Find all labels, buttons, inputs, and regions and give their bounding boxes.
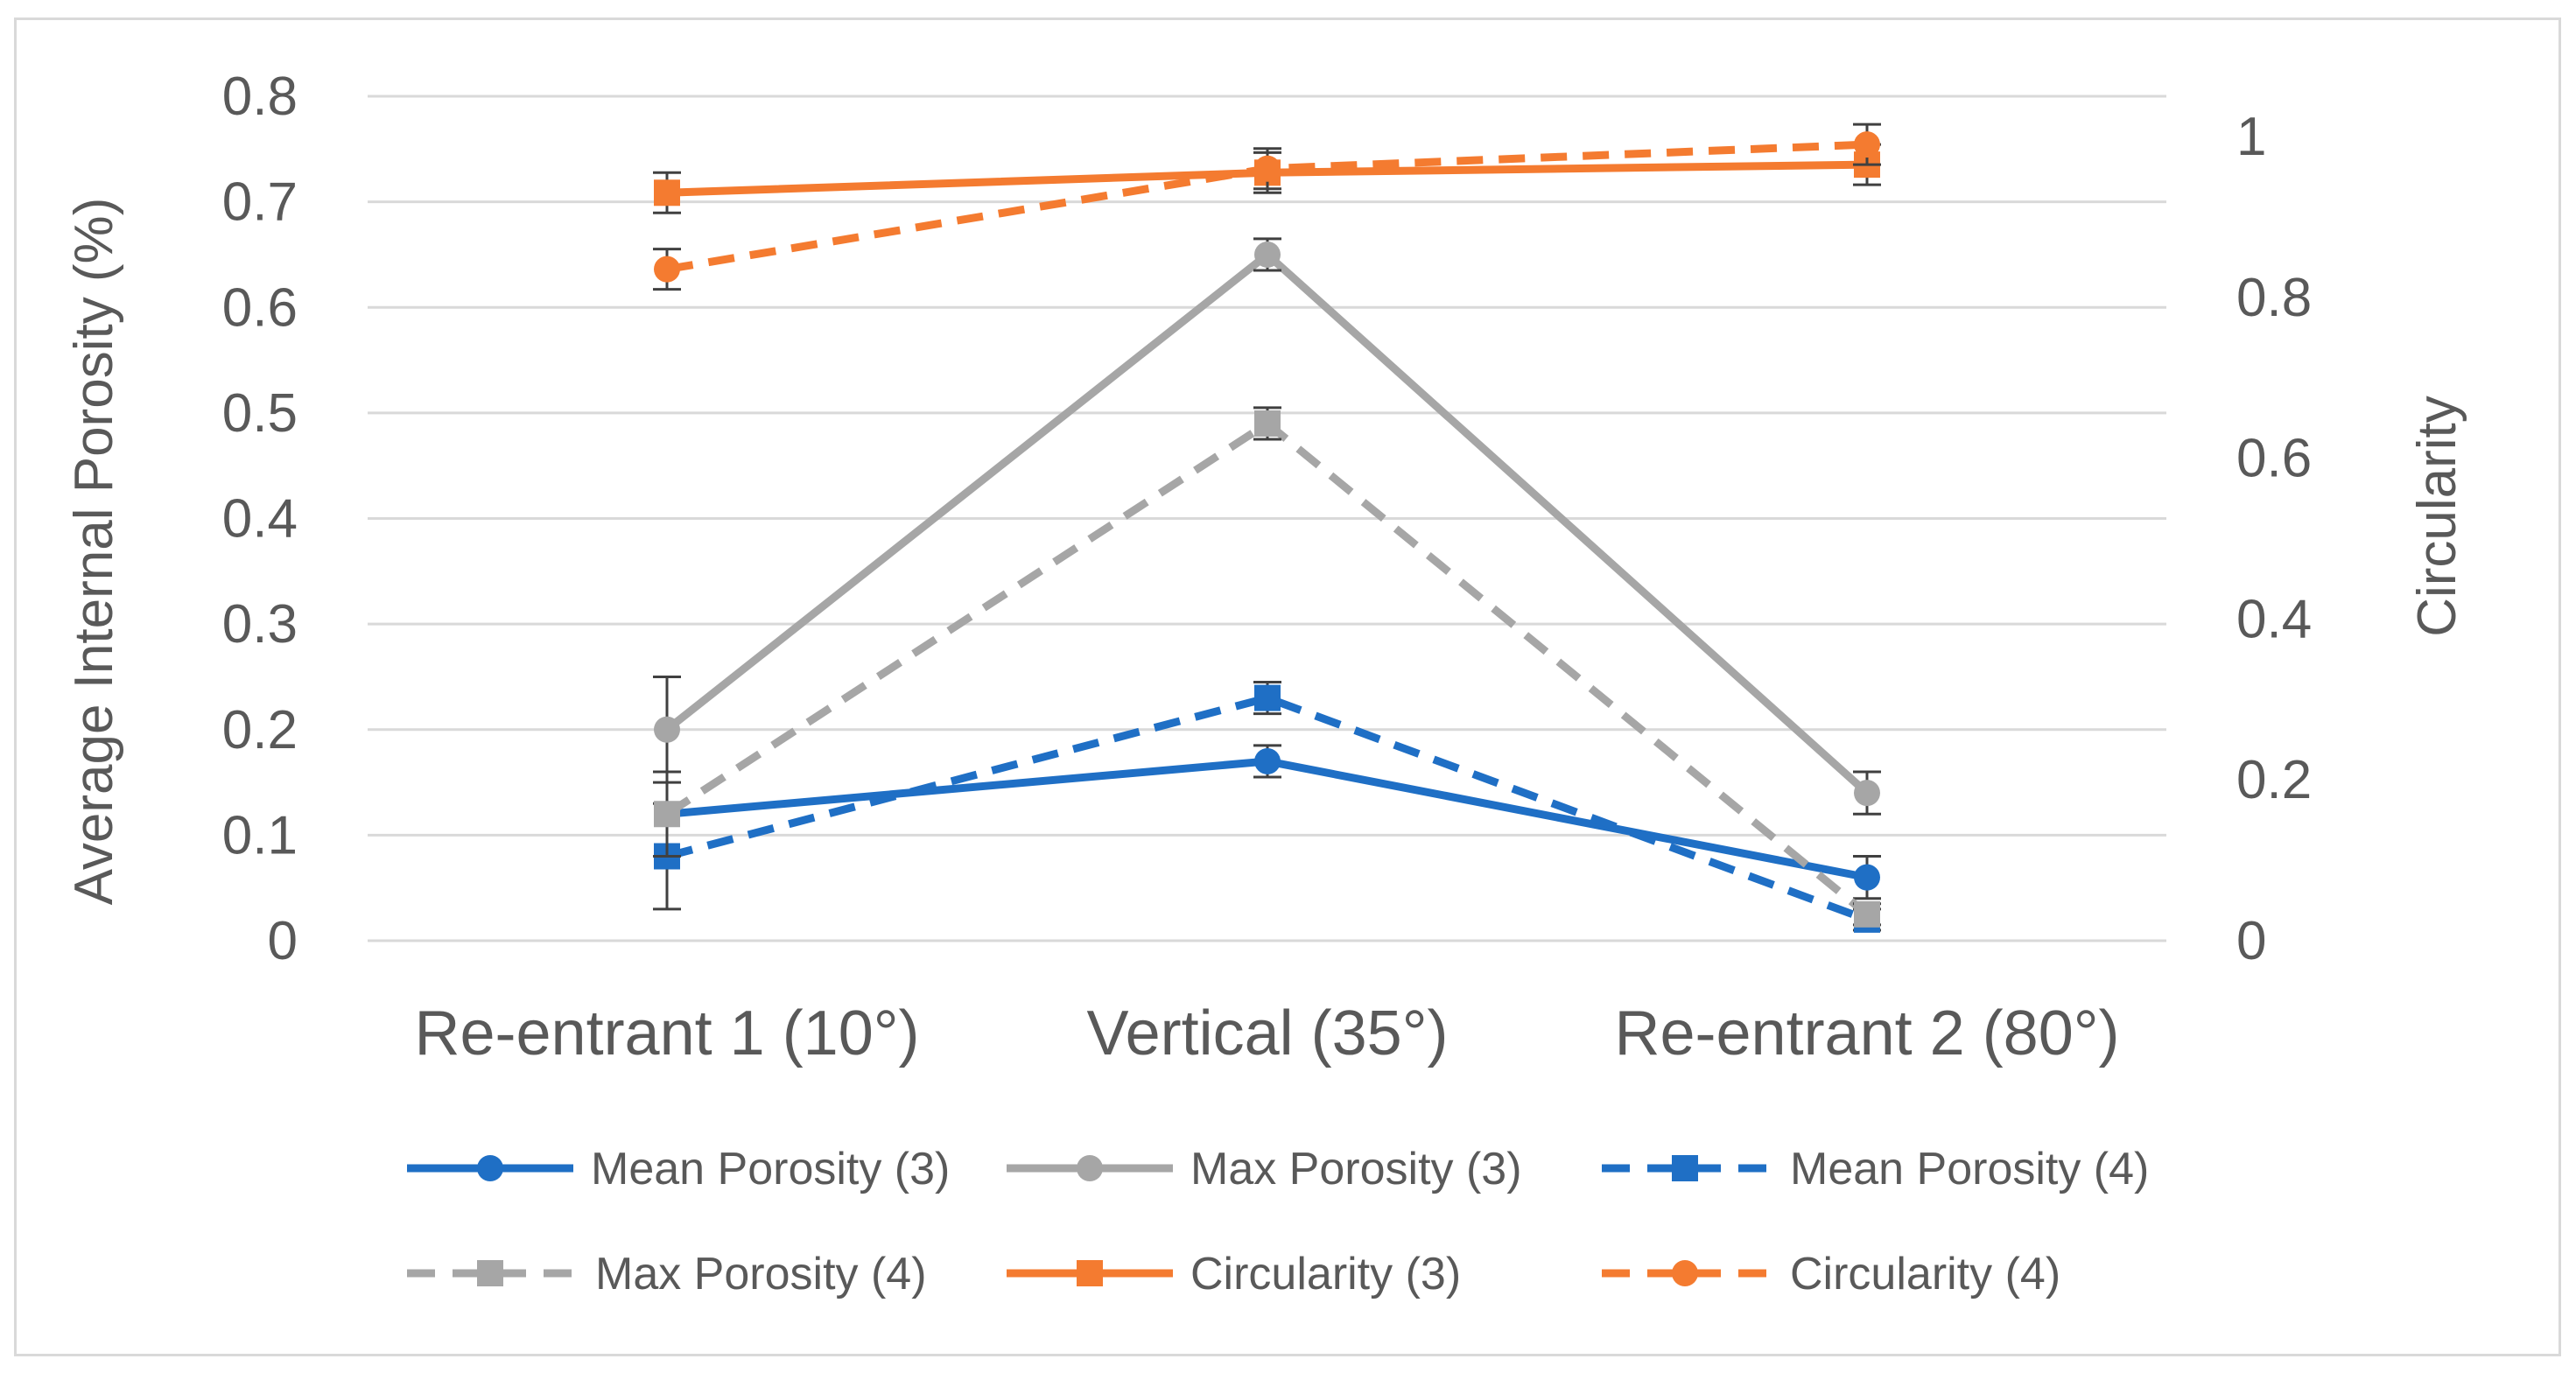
data-point bbox=[1254, 155, 1281, 182]
legend-label: Circularity (3) bbox=[1190, 1249, 1461, 1299]
category-label: Vertical (35°) bbox=[1087, 998, 1449, 1068]
data-point bbox=[1254, 747, 1281, 774]
legend-label: Max Porosity (3) bbox=[1190, 1144, 1522, 1194]
data-point bbox=[1854, 780, 1880, 807]
data-point bbox=[654, 256, 680, 283]
legend-swatch-marker bbox=[477, 1260, 503, 1286]
series-mean-porosity-4 bbox=[653, 680, 1881, 933]
legend-label: Circularity (4) bbox=[1790, 1249, 2060, 1299]
legend-swatch-marker bbox=[1672, 1155, 1698, 1181]
right-axis-ticks: 0 0.2 0.4 0.6 0.8 1 bbox=[2236, 107, 2312, 971]
right-tick-label: 0.4 bbox=[2236, 589, 2312, 649]
gridlines bbox=[368, 95, 2166, 942]
data-point bbox=[654, 716, 680, 743]
legend-swatch-marker bbox=[1672, 1260, 1698, 1286]
right-axis-title: Circularity bbox=[2407, 396, 2467, 637]
left-tick-label: 0 bbox=[268, 911, 298, 971]
left-tick-label: 0.8 bbox=[222, 67, 298, 127]
series-layer bbox=[653, 123, 1881, 933]
series-mean-porosity-3 bbox=[653, 744, 1881, 900]
data-point bbox=[1254, 241, 1281, 268]
legend-item: Mean Porosity (3) bbox=[407, 1144, 950, 1194]
category-labels: Re-entrant 1 (10°) Vertical (35°) Re-entra… bbox=[414, 998, 2119, 1068]
data-point bbox=[1854, 900, 1880, 928]
data-point bbox=[1254, 684, 1281, 711]
left-tick-label: 0.7 bbox=[222, 172, 298, 233]
legend-item: Max Porosity (3) bbox=[1007, 1144, 1522, 1194]
legend-item: Max Porosity (4) bbox=[407, 1249, 927, 1299]
legend-item: Circularity (4) bbox=[1602, 1249, 2060, 1299]
right-tick-label: 0 bbox=[2236, 911, 2266, 971]
series-line bbox=[665, 694, 1869, 924]
category-label: Re-entrant 1 (10°) bbox=[414, 998, 919, 1068]
series-max-porosity-3 bbox=[653, 237, 1881, 816]
left-tick-label: 0.3 bbox=[222, 594, 298, 655]
right-tick-label: 0.6 bbox=[2236, 429, 2312, 489]
right-tick-label: 0.8 bbox=[2236, 268, 2312, 328]
series-max-porosity-4 bbox=[653, 406, 1881, 928]
data-point bbox=[654, 179, 680, 207]
left-tick-label: 0.6 bbox=[222, 277, 298, 338]
legend-item: Circularity (3) bbox=[1007, 1249, 1461, 1299]
series-circularity-4 bbox=[653, 123, 1881, 291]
data-point bbox=[654, 801, 680, 828]
data-point bbox=[1254, 410, 1281, 437]
legend-label: Max Porosity (4) bbox=[595, 1249, 927, 1299]
left-tick-label: 0.1 bbox=[222, 805, 298, 865]
series-line bbox=[666, 757, 1868, 882]
data-point bbox=[1854, 864, 1880, 891]
legend: Mean Porosity (3) Max Porosity (3) Mean Po… bbox=[407, 1144, 2149, 1299]
legend-swatch-marker bbox=[1077, 1155, 1103, 1181]
legend-label: Mean Porosity (4) bbox=[1790, 1144, 2149, 1194]
legend-item: Mean Porosity (4) bbox=[1602, 1144, 2149, 1194]
legend-label: Mean Porosity (3) bbox=[591, 1144, 950, 1194]
left-axis-title: Average Internal Porosity (%) bbox=[64, 198, 124, 906]
right-tick-label: 1 bbox=[2236, 107, 2266, 167]
left-axis-ticks: 0 0.1 0.2 0.3 0.4 0.5 0.6 0.7 0.8 bbox=[222, 67, 298, 971]
category-label: Re-entrant 2 (80°) bbox=[1614, 998, 2119, 1068]
legend-swatch-marker bbox=[477, 1155, 503, 1181]
right-tick-label: 0.2 bbox=[2236, 750, 2312, 810]
left-tick-label: 0.5 bbox=[222, 383, 298, 444]
chart-frame bbox=[14, 18, 2561, 1356]
left-tick-label: 0.2 bbox=[222, 700, 298, 760]
left-tick-label: 0.4 bbox=[222, 489, 298, 550]
legend-swatch-marker bbox=[1077, 1260, 1103, 1286]
data-point bbox=[1854, 131, 1880, 158]
